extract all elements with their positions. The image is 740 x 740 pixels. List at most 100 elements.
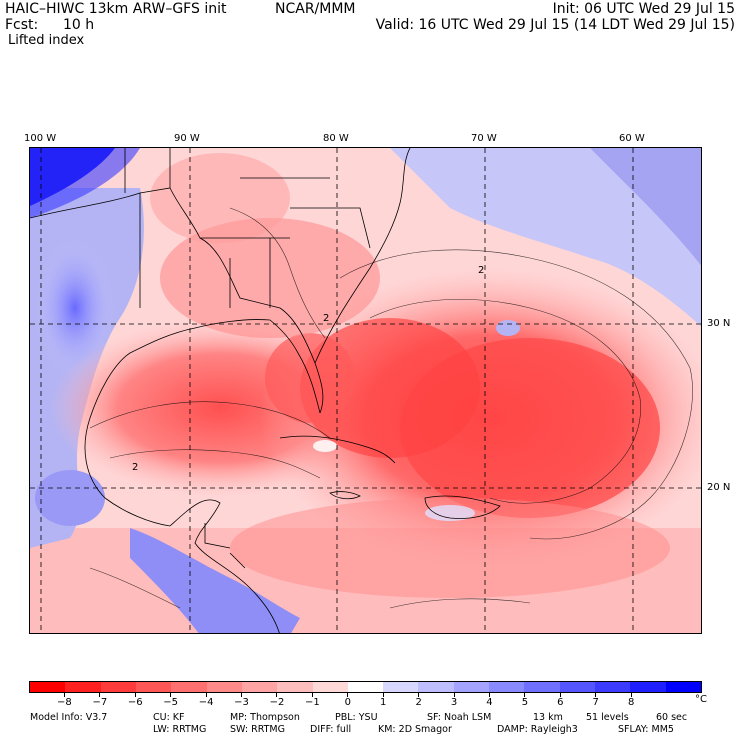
color-scale-tick-label: 1: [380, 697, 387, 708]
lon-label-100w: 100 W: [24, 133, 57, 144]
field-bermuda-blue: [496, 320, 520, 336]
field-far-ne-blue: [590, 148, 701, 266]
damping-setting: DAMP: Rayleigh3: [497, 724, 578, 735]
field-midwest: [150, 153, 290, 243]
color-scale-tick-label: 4: [486, 697, 493, 708]
color-scale-segment: [100, 682, 136, 692]
color-scale-tick: [170, 693, 172, 697]
color-scale-tick: [63, 693, 65, 697]
color-scale-tick: [488, 693, 490, 697]
map-canvas: 2 2 2: [30, 148, 701, 633]
pbl-scheme: PBL: YSU: [335, 712, 378, 723]
color-scale-tick: [453, 693, 455, 697]
color-scale-segment: [595, 682, 631, 692]
color-scale-segment: [171, 682, 207, 692]
field-hispaniola-white: [425, 505, 475, 521]
color-scale-tick: [595, 693, 597, 697]
color-scale-tick-label: 5: [521, 697, 529, 708]
model-title: HAIC–HIWC 13km ARW–GFS init: [5, 1, 227, 17]
color-scale-segment: [418, 682, 454, 692]
color-scale-tick-label: 6: [557, 697, 564, 708]
lon-label-80w: 80 W: [323, 133, 349, 144]
contour-label: 2: [478, 265, 484, 276]
field-caribbean: [230, 498, 670, 598]
field-northeast-blue: [390, 148, 701, 327]
lat-label-30n: 30 N: [707, 318, 731, 329]
color-scale-tick: [418, 693, 420, 697]
field-texas-blue-core: [35, 238, 115, 378]
color-scale-tick: [241, 693, 243, 697]
color-scale-tick: [382, 693, 384, 697]
color-scale-segment: [347, 682, 384, 692]
color-scale-tick-label: −1: [304, 697, 320, 708]
shortwave-scheme: SW: RRTMG: [230, 724, 285, 735]
cumulus-scheme: CU: KF: [153, 712, 185, 723]
color-scale-tick: [559, 693, 561, 697]
lon-label-70w: 70 W: [471, 133, 497, 144]
color-scale-tick-label: −2: [269, 697, 285, 708]
color-scale-tick-label: 2: [415, 697, 422, 708]
color-scale-segment: [453, 682, 490, 692]
diffusion-setting: DIFF: full: [310, 724, 352, 735]
color-scale-segment: [383, 682, 419, 692]
field-cuba-white: [313, 440, 337, 452]
color-scale-tick: [99, 693, 101, 697]
lat-lon-grid: [30, 148, 701, 633]
color-scale-tick-label: −3: [234, 697, 249, 708]
lon-label-90w: 90 W: [174, 133, 200, 144]
timestep: 60 sec: [656, 712, 688, 723]
color-scale-bar: [29, 681, 702, 693]
color-scale-tick-label: 3: [450, 697, 458, 708]
color-scale-tick: [630, 693, 632, 697]
org-label: NCAR/MMM: [275, 1, 356, 17]
color-scale-tick: [205, 693, 207, 697]
forecast-hour: 10 h: [63, 17, 95, 33]
color-scale-tick: [276, 693, 278, 697]
color-scale-tick: [134, 693, 136, 697]
km-setting: KM: 2D Smagor: [378, 724, 452, 735]
color-scale-tick-label: −7: [92, 697, 108, 708]
color-scale-segment: [312, 682, 348, 692]
color-scale-segment: [135, 682, 172, 692]
longwave-scheme: LW: RRTMG: [153, 724, 207, 735]
lon-label-60w: 60 W: [619, 133, 645, 144]
forecast-label: Fcst:: [5, 17, 39, 33]
coastlines: [30, 148, 501, 633]
lifted-index-map: 2 2 2: [29, 147, 702, 634]
color-scale-segment: [524, 682, 560, 692]
init-time: Init: 06 UTC Wed 29 Jul 15: [552, 1, 735, 17]
color-scale-segment: [489, 682, 525, 692]
color-scale-segment: [630, 682, 666, 692]
lat-label-20n: 20 N: [707, 482, 731, 493]
contours: [89, 207, 693, 609]
color-scale-tick-label: 7: [592, 697, 599, 708]
color-scale-tick: [347, 693, 349, 697]
color-scale-segment: [30, 682, 66, 692]
valid-time: Valid: 16 UTC Wed 29 Jul 15 (14 LDT Wed …: [375, 17, 735, 33]
field-corner-blue-edge: [30, 148, 140, 218]
model-info: Model Info: V3.7: [30, 712, 108, 723]
color-scale-tick-label: −5: [163, 697, 179, 708]
color-scale-segment: [206, 682, 242, 692]
field-name: Lifted index: [8, 33, 85, 48]
color-scale-segment: [241, 682, 278, 692]
color-scale-segment: [277, 682, 313, 692]
field-central-america-blue: [130, 528, 300, 633]
contour-label: 2: [132, 462, 138, 473]
color-scale-segment: [665, 682, 701, 692]
color-scale-segment: [65, 682, 101, 692]
contour-label: 2: [323, 313, 329, 324]
color-scale-tick-label: −4: [198, 697, 214, 708]
grid-spacing: 13 km: [533, 712, 563, 723]
microphysics-scheme: MP: Thompson: [230, 712, 300, 723]
surface-scheme: SF: Noah LSM: [427, 712, 492, 723]
field-mexico-blue: [35, 470, 105, 526]
color-scale-tick: [524, 693, 526, 697]
color-scale-tick-label: 8: [627, 697, 635, 708]
color-scale-tick: [311, 693, 313, 697]
color-scale-tick-label: −8: [57, 697, 72, 708]
color-scale-tick-label: 0: [344, 697, 351, 708]
vertical-levels: 51 levels: [586, 712, 629, 723]
color-scale-segment: [559, 682, 595, 692]
surface-layer-setting: SFLAY: MM5: [618, 724, 674, 735]
